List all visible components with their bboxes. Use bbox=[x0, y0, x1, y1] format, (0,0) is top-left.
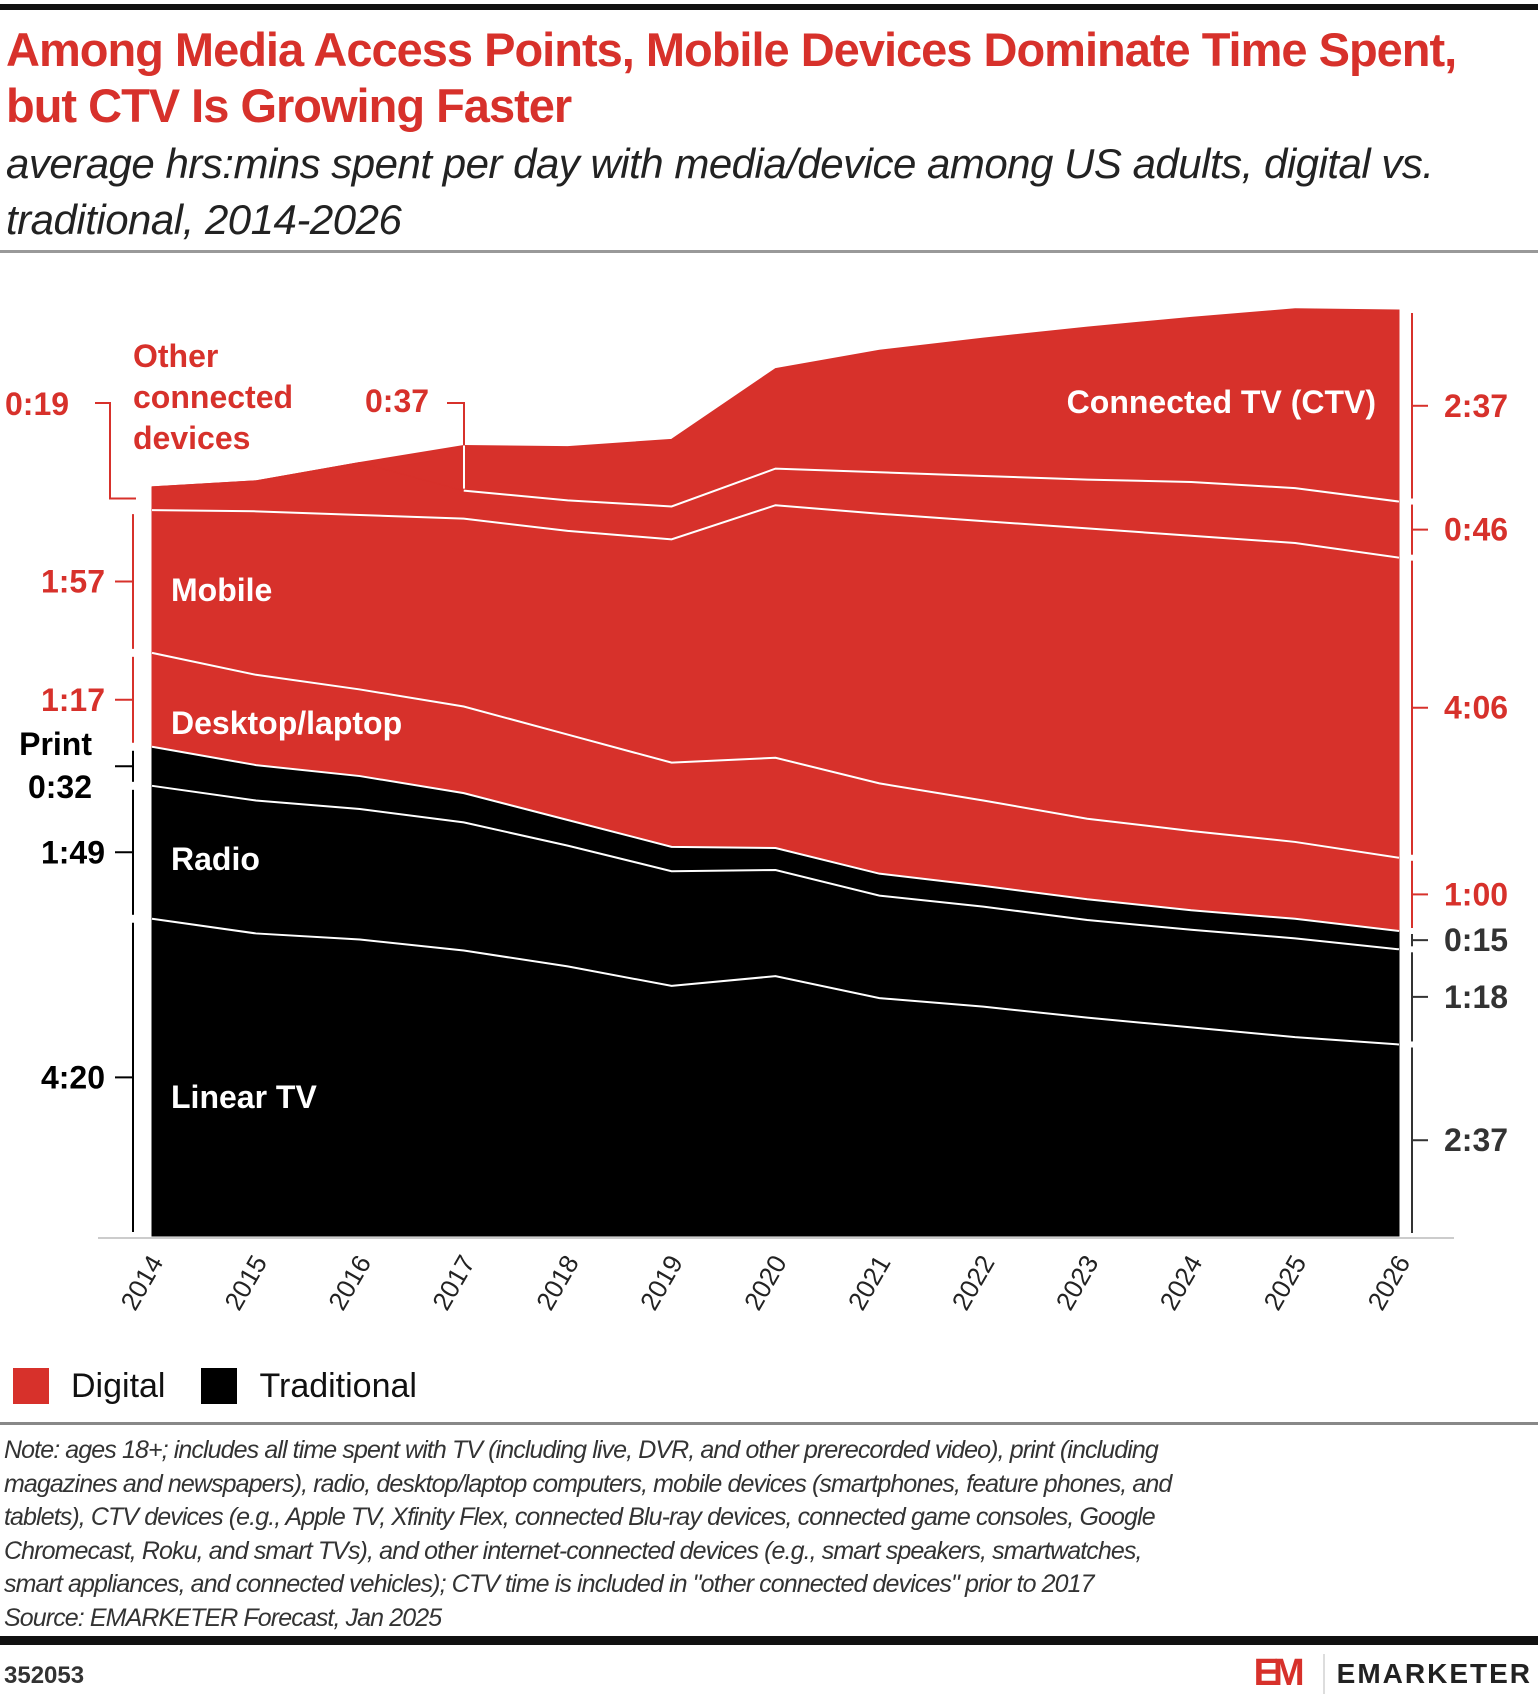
ctv-leader-line-outer bbox=[447, 402, 465, 446]
chart-subtitle: average hrs:mins spent per day with medi… bbox=[6, 140, 1434, 243]
legend-swatch-digital bbox=[13, 1368, 49, 1404]
x-tick-label: 2016 bbox=[322, 1250, 377, 1315]
x-tick-label: 2017 bbox=[426, 1250, 481, 1315]
series-label-linear-tv: Linear TV bbox=[171, 1079, 317, 1115]
chart-id: 352053 bbox=[4, 1662, 85, 1689]
left-value-label: 1:49 bbox=[41, 834, 105, 870]
right-value-label: 4:06 bbox=[1444, 690, 1508, 726]
note-line: smart appliances, and connected vehicles… bbox=[4, 1570, 1095, 1599]
series-label-other-connected-devices: connected bbox=[133, 379, 293, 415]
note-line: tablets), CTV devices (e.g., Apple TV, X… bbox=[4, 1503, 1156, 1532]
header-divider bbox=[0, 250, 1538, 253]
left-value-label: 1:17 bbox=[41, 682, 105, 718]
x-tick-label: 2020 bbox=[738, 1250, 793, 1315]
series-boundary-line bbox=[151, 917, 1400, 1046]
x-tick-label: 2026 bbox=[1361, 1250, 1416, 1315]
chart-title: Among Media Access Points, Mobile Device… bbox=[6, 23, 1457, 132]
left-value-label: 0:32 bbox=[28, 769, 92, 805]
right-value-label: 0:46 bbox=[1444, 512, 1508, 548]
area-layer bbox=[151, 308, 1400, 1237]
logo-mark-icon: EM bbox=[1253, 1652, 1305, 1694]
series-boundary-line bbox=[151, 784, 1400, 951]
top-rule bbox=[0, 4, 1538, 10]
legend: Digital Traditional bbox=[13, 1366, 453, 1406]
right-value-label: 1:18 bbox=[1444, 979, 1508, 1015]
source-line: Source: EMARKETER Forecast, Jan 2025 bbox=[4, 1603, 442, 1632]
x-tick-label: 2022 bbox=[946, 1250, 1001, 1315]
series-boundary-line bbox=[151, 651, 1400, 859]
legend-item-traditional: Traditional bbox=[201, 1366, 417, 1406]
legend-label: Digital bbox=[71, 1366, 166, 1405]
note-line: magazines and newspapers), radio, deskto… bbox=[4, 1469, 1172, 1498]
x-tick-label: 2023 bbox=[1050, 1250, 1105, 1315]
note-line: Chromecast, Roku, and smart TVs), and ot… bbox=[4, 1536, 1142, 1565]
legend-swatch-traditional bbox=[201, 1368, 238, 1404]
series-label-print: Print bbox=[19, 726, 92, 762]
ctv-start-value-label: 0:37 bbox=[365, 383, 429, 419]
x-tick-label: 2025 bbox=[1257, 1250, 1312, 1315]
notes: Note: ages 18+; includes all time spent … bbox=[4, 1434, 1534, 1636]
series-label-desktop-laptop: Desktop/laptop bbox=[171, 705, 402, 741]
emarketer-logo: EM EMARKETER bbox=[1254, 1652, 1532, 1695]
footer-rule bbox=[0, 1636, 1538, 1645]
annotation-layer: 4:20 1:49 Print 0:32 1:17 1:57 0:19 Other connec… bbox=[5, 313, 1508, 1233]
legend-item-digital: Digital bbox=[13, 1367, 165, 1406]
right-value-label: 2:37 bbox=[1444, 388, 1508, 424]
series-label-mobile: Mobile bbox=[171, 572, 272, 608]
logo-text: EMARKETER bbox=[1336, 1657, 1532, 1689]
left-leader-line bbox=[95, 402, 136, 500]
x-axis: 2014 2015 2016 2017 2018 2019 2020 2021 2022 2023… bbox=[98, 1237, 1454, 1315]
x-tick-label: 2021 bbox=[842, 1250, 897, 1315]
x-tick-label: 2018 bbox=[530, 1250, 585, 1315]
right-value-label: 1:00 bbox=[1444, 876, 1508, 912]
series-boundary-line bbox=[463, 467, 1400, 508]
right-value-label: 2:37 bbox=[1444, 1122, 1508, 1158]
left-value-label: 1:57 bbox=[41, 563, 105, 599]
left-value-label: 0:19 bbox=[5, 386, 69, 422]
x-tick-label: 2019 bbox=[634, 1250, 689, 1315]
right-value-label: 0:15 bbox=[1444, 922, 1508, 958]
note-line: Note: ages 18+; includes all time spent … bbox=[4, 1436, 1159, 1464]
series-label-other-connected-devices: Other bbox=[133, 338, 218, 374]
series-boundary-line bbox=[151, 504, 1400, 559]
x-tick-label: 2024 bbox=[1153, 1250, 1208, 1315]
series-label-radio: Radio bbox=[171, 841, 260, 877]
x-tick-label: 2014 bbox=[114, 1250, 169, 1315]
series-label-connected-tv: Connected TV (CTV) bbox=[1067, 384, 1376, 420]
legend-label: Traditional bbox=[259, 1366, 417, 1405]
x-tick-label: 2015 bbox=[218, 1250, 273, 1315]
series-boundary-line bbox=[151, 745, 1400, 932]
series-label-other-connected-devices: devices bbox=[133, 420, 250, 456]
notes-divider bbox=[0, 1422, 1538, 1425]
left-value-label: 4:20 bbox=[41, 1059, 105, 1095]
logo-divider bbox=[1322, 1653, 1325, 1694]
